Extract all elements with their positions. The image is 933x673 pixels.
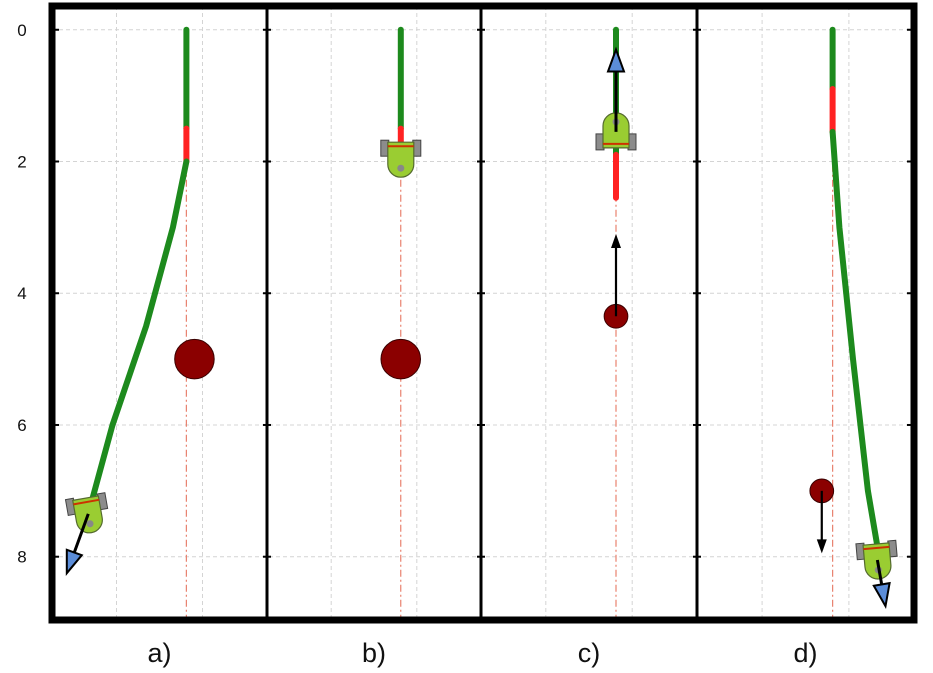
robot bbox=[380, 139, 422, 178]
robot-stripe bbox=[863, 545, 890, 551]
panel-label: a) bbox=[147, 638, 171, 668]
grid-layer bbox=[52, 6, 914, 620]
robot-velocity-arrow bbox=[72, 513, 90, 554]
obstacle-circle bbox=[174, 338, 215, 380]
panel-c bbox=[595, 26, 637, 620]
robot-body bbox=[387, 141, 415, 178]
robot-caster bbox=[397, 164, 405, 172]
y-tick-label: 4 bbox=[17, 284, 26, 303]
y-axis: 0 2 4 6 8 bbox=[17, 21, 914, 567]
obstacle-arrowhead bbox=[611, 234, 621, 248]
panel-label: b) bbox=[362, 638, 386, 668]
trajectory-segment bbox=[82, 158, 190, 527]
robot-caster bbox=[86, 520, 94, 528]
y-tick-label: 8 bbox=[17, 548, 26, 567]
robot-stripe bbox=[73, 498, 100, 506]
robot-arrowhead bbox=[872, 581, 891, 609]
robot-arrowhead bbox=[65, 548, 84, 576]
obstacle-arrowhead bbox=[816, 539, 827, 554]
robot bbox=[855, 539, 898, 580]
robot-arrowhead bbox=[606, 46, 626, 73]
obstacle-circle bbox=[380, 338, 422, 380]
trajectory-segment bbox=[829, 128, 885, 573]
panel-label: d) bbox=[793, 638, 817, 668]
panel-d bbox=[809, 26, 898, 620]
y-tick-label: 6 bbox=[17, 416, 26, 435]
panel-b bbox=[380, 26, 422, 620]
panel-a bbox=[64, 26, 215, 620]
frame-layer bbox=[48, 2, 918, 624]
y-tick-label: 0 bbox=[17, 21, 26, 40]
robot-velocity-arrow bbox=[875, 559, 884, 585]
panel-labels: a) b) c) d) bbox=[147, 638, 817, 668]
content-layer bbox=[64, 26, 898, 620]
y-tick-label: 2 bbox=[17, 153, 26, 172]
panel-label: c) bbox=[578, 638, 601, 668]
figure-frame bbox=[48, 2, 918, 624]
robot bbox=[64, 492, 109, 534]
